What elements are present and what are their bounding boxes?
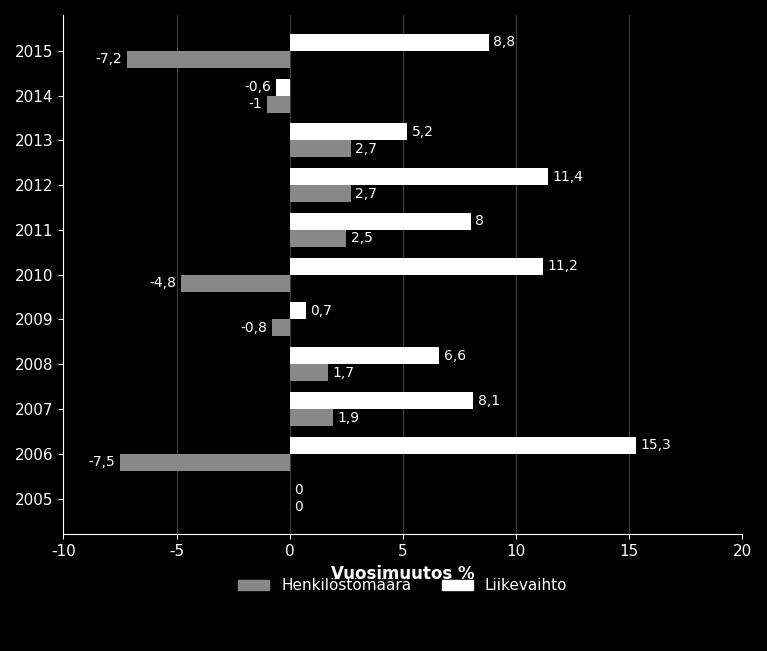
Bar (181, 275, 290, 292)
Bar (290, 392, 473, 409)
Text: -1: -1 (249, 97, 262, 111)
Text: 5,2: 5,2 (412, 125, 434, 139)
Bar (127, 51, 290, 68)
Text: 0: 0 (295, 483, 303, 497)
Bar (290, 185, 351, 202)
Text: 2,7: 2,7 (355, 142, 377, 156)
Text: 2,7: 2,7 (355, 187, 377, 201)
Text: 15,3: 15,3 (640, 438, 671, 452)
Bar (290, 34, 489, 51)
Text: 6,6: 6,6 (443, 349, 466, 363)
Text: 8,8: 8,8 (493, 35, 515, 49)
Bar (272, 320, 290, 337)
Bar (290, 303, 305, 320)
Text: -7,2: -7,2 (95, 52, 122, 66)
Bar (290, 347, 439, 365)
Text: -0,6: -0,6 (245, 80, 272, 94)
Text: 1,7: 1,7 (333, 366, 354, 380)
Bar (290, 258, 543, 275)
Text: 0: 0 (295, 500, 303, 514)
Legend: Henkilöstömäärä, Liikevaihto: Henkilöstömäärä, Liikevaihto (232, 572, 574, 600)
Bar (120, 454, 290, 471)
Text: 2,5: 2,5 (351, 232, 373, 245)
Bar (290, 213, 471, 230)
Text: -4,8: -4,8 (150, 276, 176, 290)
Bar (290, 409, 333, 426)
Bar (276, 79, 290, 96)
X-axis label: Vuosimuutos %: Vuosimuutos % (331, 564, 475, 583)
Bar (290, 365, 328, 381)
Bar (267, 96, 290, 113)
Bar (290, 168, 548, 185)
Text: 8,1: 8,1 (478, 393, 499, 408)
Text: 11,2: 11,2 (548, 259, 578, 273)
Text: 0,7: 0,7 (310, 304, 332, 318)
Bar (290, 141, 351, 158)
Text: -7,5: -7,5 (89, 455, 115, 469)
Text: -0,8: -0,8 (240, 321, 267, 335)
Bar (290, 123, 407, 141)
Text: 1,9: 1,9 (337, 411, 360, 424)
Bar (290, 230, 346, 247)
Text: 8: 8 (476, 214, 484, 229)
Bar (290, 437, 636, 454)
Text: 11,4: 11,4 (552, 170, 583, 184)
